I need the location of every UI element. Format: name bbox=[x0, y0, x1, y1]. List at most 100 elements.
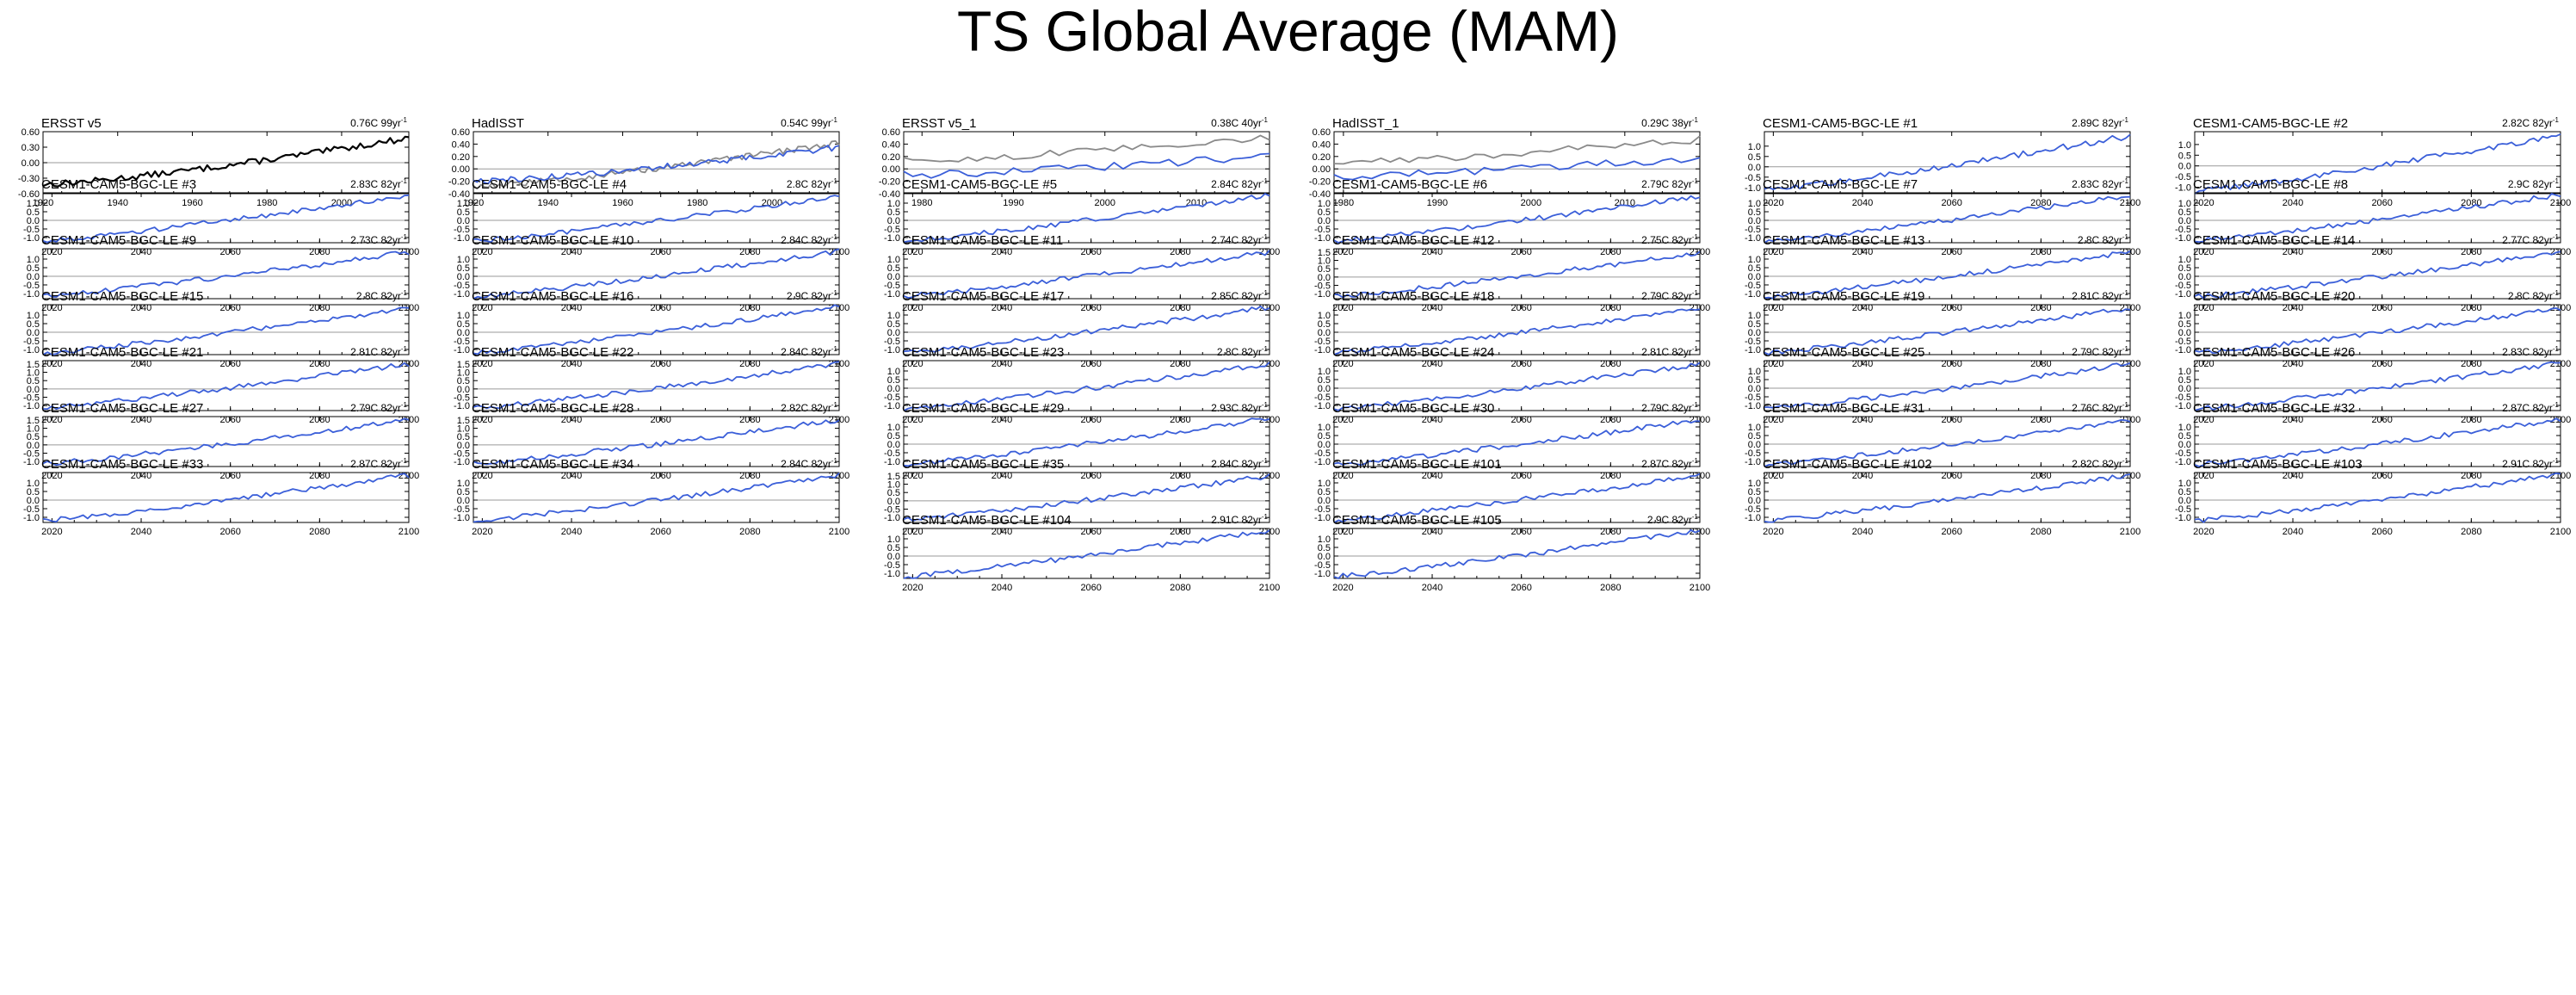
y-tick-label: 0.5 bbox=[2178, 207, 2191, 218]
panel-title: ERSST v5 bbox=[41, 116, 102, 131]
series-line-model bbox=[2194, 250, 2561, 300]
y-tick-label: -1.0 bbox=[1745, 183, 1761, 194]
trend-label: 2.91C 82yr-1 bbox=[2502, 457, 2559, 470]
x-tick-label: 2060 bbox=[219, 527, 240, 537]
y-tick-label: -1.0 bbox=[1745, 457, 1761, 467]
y-tick-label: 0.0 bbox=[457, 216, 470, 226]
y-tick-label: 0.0 bbox=[2178, 440, 2191, 450]
chart-panel: CESM1-CAM5-BGC-LE #21 2.81C 82yr-11.51.00… bbox=[23, 345, 419, 425]
y-tick-label: -1.0 bbox=[884, 457, 900, 467]
x-tick-label: 2080 bbox=[2030, 527, 2051, 537]
y-tick-label: 0.5 bbox=[1318, 487, 1331, 498]
series-line-model bbox=[903, 152, 1270, 179]
y-tick-label: 0.0 bbox=[27, 328, 40, 338]
plot-frame bbox=[42, 192, 410, 244]
trend-label: 2.9C 82yr-1 bbox=[1647, 513, 1699, 526]
y-tick-label: 0.60 bbox=[882, 127, 900, 138]
panel-title: CESM1-CAM5-BGC-LE #29 bbox=[902, 401, 1064, 416]
trend-label: 2.84C 82yr-1 bbox=[1211, 177, 1268, 190]
plot-frame bbox=[1333, 416, 1701, 467]
trend-superscript: -1 bbox=[2553, 401, 2560, 409]
trend-superscript: -1 bbox=[1262, 513, 1269, 521]
y-tick-label: -0.5 bbox=[23, 449, 40, 460]
panel-title: CESM1-CAM5-BGC-LE #13 bbox=[1763, 233, 1924, 248]
trend-label: 2.8C 82yr-1 bbox=[2078, 233, 2129, 246]
y-tick-label: -1.0 bbox=[23, 457, 40, 467]
y-tick-label: 0.0 bbox=[457, 272, 470, 282]
trend-label: 2.75C 82yr-1 bbox=[1641, 233, 1698, 246]
trend-label: 0.76C 99yr-1 bbox=[350, 116, 407, 129]
y-tick-label: 0.0 bbox=[887, 552, 900, 562]
chart-panel: HadISST_1 0.29C 38yr-1 0.600.40 0.200.00 -0.… bbox=[1309, 116, 1701, 208]
trend-superscript: -1 bbox=[2553, 116, 2560, 124]
y-tick-label: 0.0 bbox=[2178, 162, 2191, 172]
y-tick-label: 1.0 bbox=[1748, 423, 1761, 433]
trend-label: 2.87C 82yr-1 bbox=[1641, 457, 1698, 470]
trend-label: 2.84C 82yr-1 bbox=[1211, 457, 1268, 470]
y-tick-label: 1.0 bbox=[27, 424, 40, 435]
x-tick-label: 2100 bbox=[1690, 583, 1710, 593]
y-tick-label: -0.5 bbox=[454, 225, 470, 235]
y-tick-label: 0.5 bbox=[2178, 431, 2191, 442]
y-tick-label: 1.0 bbox=[1318, 423, 1331, 433]
y-tick-label: 0.0 bbox=[457, 441, 470, 451]
chart-panel: CESM1-CAM5-BGC-LE #9 2.73C 82yr-1 1.00.50.… bbox=[23, 233, 419, 313]
y-tick-label: 0.0 bbox=[457, 385, 470, 395]
y-tick-label: 0.0 bbox=[1318, 496, 1331, 506]
trend-superscript: -1 bbox=[401, 457, 408, 465]
plot-frame bbox=[1764, 416, 2131, 467]
y-tick-label: 0.0 bbox=[457, 496, 470, 506]
y-tick-label: 1.0 bbox=[1318, 535, 1331, 545]
y-tick-label: 1.0 bbox=[1748, 367, 1761, 377]
x-tick-label: 2100 bbox=[398, 527, 419, 537]
plot-frame bbox=[1333, 472, 1701, 523]
y-tick-label: 0.5 bbox=[2178, 263, 2191, 274]
chart-panel: CESM1-CAM5-BGC-LE #2 2.82C 82yr-11.00.50.… bbox=[2175, 116, 2571, 208]
x-tick-label: 2060 bbox=[2371, 527, 2392, 537]
trend-label: 2.85C 82yr-1 bbox=[1211, 289, 1268, 302]
series-line-model bbox=[1764, 362, 2131, 409]
plot-frame bbox=[473, 360, 840, 411]
x-tick-label: 2100 bbox=[829, 527, 849, 537]
panel-title: CESM1-CAM5-BGC-LE #17 bbox=[902, 289, 1064, 304]
trend-label: 2.84C 82yr-1 bbox=[781, 233, 837, 246]
plot-frame bbox=[2194, 131, 2561, 195]
trend-label: 2.91C 82yr-1 bbox=[1211, 513, 1268, 526]
y-tick-label: -1.0 bbox=[454, 289, 470, 300]
trend-superscript: -1 bbox=[1692, 457, 1699, 465]
y-tick-label: 0.5 bbox=[457, 319, 470, 330]
series-line-model bbox=[1764, 418, 2131, 467]
x-tick-label: 1960 bbox=[182, 198, 202, 208]
y-tick-label: 0.30 bbox=[22, 143, 40, 153]
plot-frame bbox=[1764, 360, 2131, 411]
trend-superscript: -1 bbox=[831, 401, 838, 409]
trend-superscript: -1 bbox=[1262, 233, 1269, 241]
y-tick-label: 1.0 bbox=[1318, 367, 1331, 377]
trend-label: 2.83C 82yr-1 bbox=[350, 177, 407, 190]
x-tick-label: 1990 bbox=[1003, 198, 1023, 208]
y-tick-label: 0.5 bbox=[27, 487, 40, 498]
y-tick-label: 0.5 bbox=[1748, 207, 1761, 218]
y-tick-label: 1.0 bbox=[457, 311, 470, 321]
panel-title: CESM1-CAM5-BGC-LE #34 bbox=[472, 457, 633, 472]
series-line-model bbox=[1764, 250, 2131, 300]
y-tick-label: 1.0 bbox=[2178, 367, 2191, 377]
y-tick-label: -0.5 bbox=[23, 393, 40, 404]
y-tick-label: 0.5 bbox=[457, 376, 470, 386]
y-tick-label: 1.0 bbox=[27, 479, 40, 489]
trend-superscript: -1 bbox=[1262, 401, 1269, 409]
series-line-model bbox=[903, 417, 1270, 467]
trend-label: 2.8C 82yr-1 bbox=[2508, 289, 2560, 302]
y-tick-label: 0.5 bbox=[27, 207, 40, 218]
panel-title: CESM1-CAM5-BGC-LE #2 bbox=[2193, 116, 2348, 131]
panel-title: CESM1-CAM5-BGC-LE #30 bbox=[1332, 401, 1494, 416]
y-tick-label: -0.5 bbox=[884, 392, 900, 403]
y-tick-label: 0.0 bbox=[1318, 552, 1331, 562]
y-tick-label: 1.0 bbox=[2178, 199, 2191, 209]
y-tick-label: 0.5 bbox=[2178, 319, 2191, 330]
y-tick-label: 1.0 bbox=[27, 368, 40, 379]
panel-title: CESM1-CAM5-BGC-LE #1 bbox=[1763, 116, 1918, 131]
y-tick-label: -1.0 bbox=[1745, 233, 1761, 244]
y-tick-label: 0.5 bbox=[887, 543, 900, 553]
x-tick-label: 2080 bbox=[309, 527, 330, 537]
